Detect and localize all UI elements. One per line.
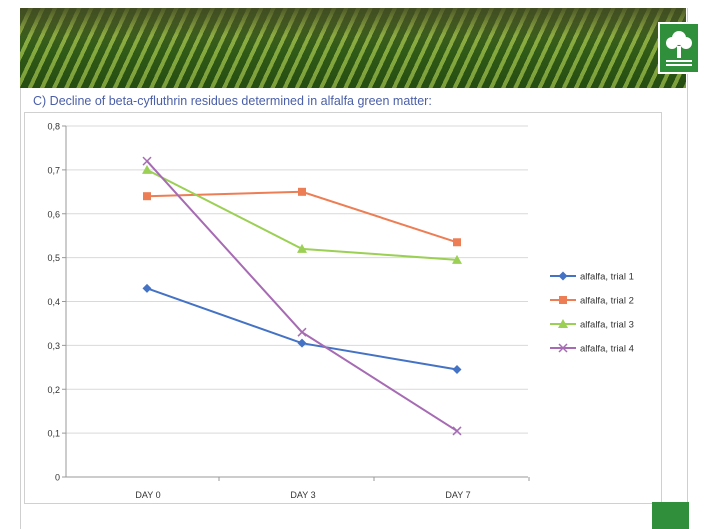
series-2 [143, 187, 461, 247]
x-tick-label: DAY 7 [445, 490, 470, 500]
y-tick-label: 0,5 [47, 253, 60, 263]
y-tick-label: 0,7 [47, 165, 60, 175]
tree-logo-icon [666, 31, 692, 66]
series-line [146, 190, 458, 244]
data-point-marker [559, 296, 567, 304]
y-tick-label: 0,4 [47, 297, 60, 307]
data-point-marker [558, 271, 568, 281]
legend-item: alfalfa, trial 4 [550, 343, 634, 355]
data-point-marker [142, 156, 152, 166]
y-tick-label: 0,1 [47, 429, 60, 439]
y-tick-label: 0,6 [47, 209, 60, 219]
y-tick-label: 0,3 [47, 341, 60, 351]
data-point-marker [558, 343, 568, 353]
data-point-marker [143, 192, 151, 201]
banner-sky-haze [20, 8, 686, 36]
legend-item: alfalfa, trial 1 [550, 271, 634, 283]
legend: alfalfa, trial 1 alfalfa, trial 2 alfalfa,… [550, 271, 634, 355]
legend-label: alfalfa, trial 4 [580, 344, 634, 355]
data-point-marker [297, 338, 307, 348]
series-line [146, 160, 458, 432]
data-point-marker [142, 164, 152, 174]
data-point-marker [298, 187, 306, 196]
series-3 [142, 164, 462, 264]
series-lines [142, 156, 462, 436]
legend-item: alfalfa, trial 3 [550, 319, 634, 331]
y-tick-label: 0 [55, 473, 60, 483]
legend-label: alfalfa, trial 2 [580, 296, 634, 307]
slide-title: C) Decline of beta-cyfluthrin residues d… [33, 94, 432, 108]
data-point-marker [452, 365, 462, 375]
company-logo [658, 22, 700, 74]
y-tick-label: 0,8 [47, 122, 60, 132]
y-tick-label: 0,2 [47, 385, 60, 395]
data-point-marker [558, 319, 568, 328]
chart-frame [24, 112, 662, 504]
data-point-marker [297, 243, 307, 253]
legend-label: alfalfa, trial 3 [580, 320, 634, 331]
gridlines [66, 125, 528, 478]
data-point-marker [453, 238, 461, 247]
data-point-marker [297, 327, 307, 337]
data-point-marker [452, 254, 462, 264]
series-1 [142, 283, 462, 375]
axes: 0 0,1 0,2 0,3 0,4 0,5 0,6 0,7 0,8 DAY 0 DAY 3 DAY 7 [47, 122, 530, 500]
corner-page-badge [652, 502, 689, 529]
series-line [146, 287, 458, 371]
legend-label: alfalfa, trial 1 [580, 272, 634, 283]
x-tick-label: DAY 3 [290, 490, 315, 500]
data-point-marker [142, 283, 152, 293]
series-4 [142, 156, 462, 436]
legend-item: alfalfa, trial 2 [550, 296, 634, 307]
x-tick-label: DAY 0 [135, 490, 160, 500]
header-banner-image [20, 8, 686, 88]
data-point-marker [452, 426, 462, 436]
